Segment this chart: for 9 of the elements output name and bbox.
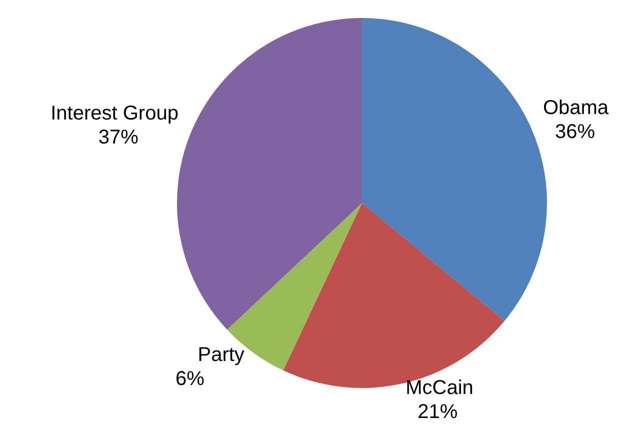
slice-label: McCain [406,377,474,400]
data-label: 36% [554,120,596,143]
slice-label: Interest Group [50,102,178,125]
pie-slice [177,18,362,330]
data-label: 21% [418,401,458,424]
slice-label: Obama [542,96,610,119]
data-label: 6% [176,368,205,390]
slice-label: Party [198,344,244,366]
data-label: 37% [98,126,139,149]
